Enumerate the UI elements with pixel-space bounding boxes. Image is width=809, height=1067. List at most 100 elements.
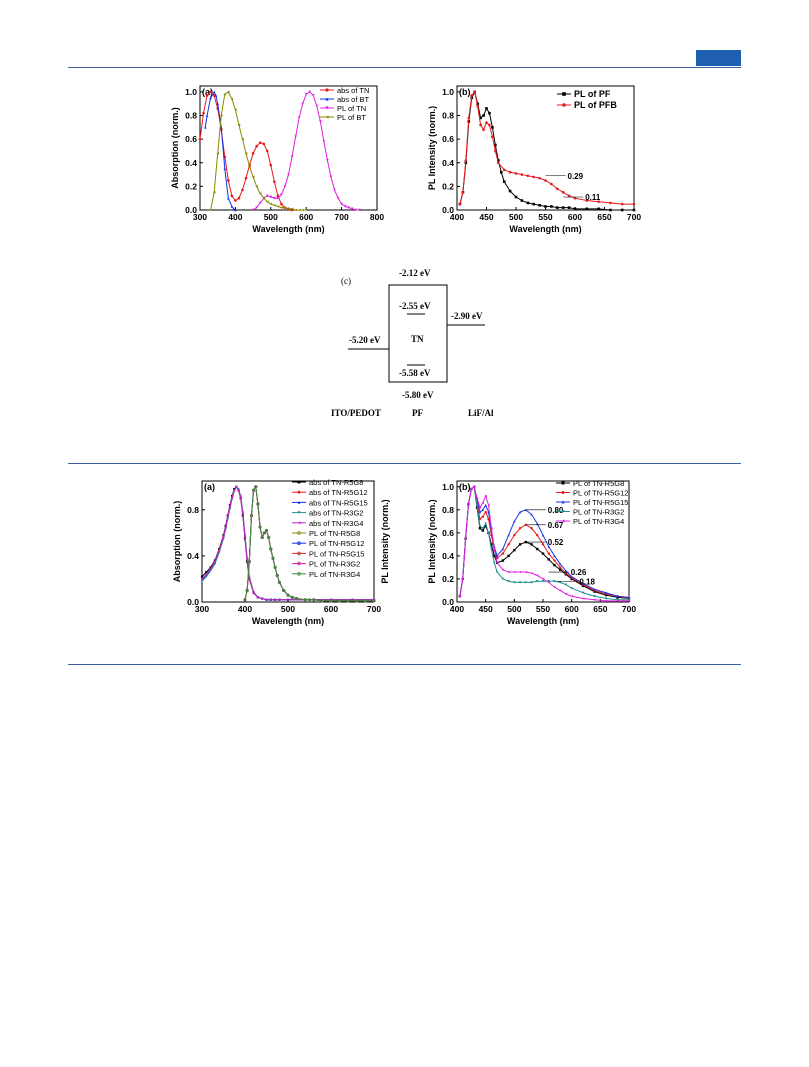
data-point: [241, 137, 244, 141]
data-point: [604, 591, 608, 594]
data-point: [255, 185, 258, 188]
data-point: [297, 116, 301, 120]
data-point: [499, 170, 503, 174]
data-point: [478, 524, 482, 528]
data-point: [502, 168, 506, 172]
data-point: [627, 599, 631, 603]
data-point: [481, 515, 484, 518]
data-point: [251, 175, 255, 179]
x-tick-label: 500: [264, 212, 278, 222]
x-tick-label: 700: [627, 212, 641, 222]
data-point: [520, 173, 524, 176]
data-point: [481, 508, 484, 512]
y-tick-label: 0.4: [442, 551, 454, 561]
data-point: [481, 527, 484, 530]
panel-label: (b): [459, 482, 471, 492]
data-point: [524, 570, 527, 574]
x-tick-label: 550: [536, 604, 550, 614]
section-rule: [68, 463, 741, 464]
energy-diagram: (c) -2.12 eV -2.55 eV -2.90 eV -5.20 eV …: [331, 268, 494, 418]
data-point: [216, 102, 219, 106]
data-point: [303, 598, 307, 602]
data-point: [212, 94, 216, 97]
data-point: [297, 208, 301, 212]
data-point: [570, 575, 573, 578]
chart-fig1a: 300 400 500 600 700 800 0.0 0.2 0.4 0.6 0.8 1.0 Wave…: [170, 85, 384, 234]
data-point: [513, 533, 516, 537]
data-point: [564, 571, 568, 575]
data-point: [561, 190, 565, 194]
data-point: [490, 547, 493, 551]
data-point: [585, 199, 589, 202]
data-point: [248, 165, 251, 168]
data-point: [479, 116, 482, 120]
data-point: [251, 152, 255, 155]
data-point: [252, 591, 255, 594]
header-tab: [696, 50, 741, 66]
data-point: [228, 505, 232, 508]
y-axis-label: PL Intensity (norm.): [427, 106, 437, 190]
data-point: [597, 207, 600, 211]
data-point: [501, 547, 505, 551]
data-point: [490, 527, 493, 530]
data-point: [473, 485, 476, 488]
data-point: [234, 199, 237, 202]
legend-label: PL of BT: [337, 113, 366, 122]
data-point: [233, 489, 236, 492]
data-point: [561, 206, 565, 209]
data-point: [497, 159, 500, 162]
data-point: [604, 599, 608, 603]
data-point: [573, 196, 577, 200]
y-tick-label: 0.2: [442, 574, 454, 584]
legend-marker: [297, 531, 301, 535]
data-point: [616, 598, 619, 601]
data-point: [252, 488, 256, 492]
y-tick-label: 0.0: [187, 597, 199, 607]
x-tick-label: 300: [195, 604, 209, 614]
data-point: [273, 180, 276, 183]
data-point: [518, 581, 522, 584]
legend-marker: [325, 97, 329, 101]
data-point: [205, 114, 209, 117]
data-point: [232, 207, 235, 211]
data-point: [269, 163, 273, 167]
data-point: [518, 543, 522, 546]
data-point: [212, 90, 216, 94]
legend-marker: [562, 92, 566, 96]
data-point: [246, 558, 249, 561]
y-tick-label: 1.0: [442, 87, 454, 97]
series-line: [201, 485, 374, 601]
legend-marker: [297, 501, 301, 504]
data-point: [541, 577, 545, 581]
y-tick-label: 0.8: [185, 111, 197, 121]
data-point: [627, 596, 631, 599]
data-point: [350, 207, 354, 211]
panel-label: (a): [204, 482, 215, 492]
data-point: [581, 597, 585, 600]
data-point: [329, 599, 333, 603]
data-point: [507, 580, 510, 583]
data-point: [280, 206, 283, 209]
annotation-label: 0.67: [548, 521, 564, 530]
data-point: [501, 552, 505, 555]
data-point: [230, 194, 234, 198]
data-point: [508, 170, 512, 174]
data-point: [277, 580, 281, 584]
data-point: [224, 525, 227, 529]
data-point: [514, 195, 518, 199]
data-point: [200, 580, 204, 583]
data-point: [245, 588, 249, 592]
data-point: [347, 206, 350, 209]
data-point: [260, 535, 264, 539]
level-tn-homo: -5.58 eV: [399, 368, 431, 378]
header-rule: [68, 67, 741, 68]
data-point: [559, 589, 562, 592]
data-point: [559, 581, 562, 584]
data-point: [520, 199, 524, 202]
data-point: [204, 126, 207, 129]
data-point: [495, 561, 499, 565]
data-point: [473, 90, 476, 94]
data-point: [493, 554, 496, 558]
x-tick-label: 800: [370, 212, 384, 222]
data-point: [209, 566, 212, 569]
